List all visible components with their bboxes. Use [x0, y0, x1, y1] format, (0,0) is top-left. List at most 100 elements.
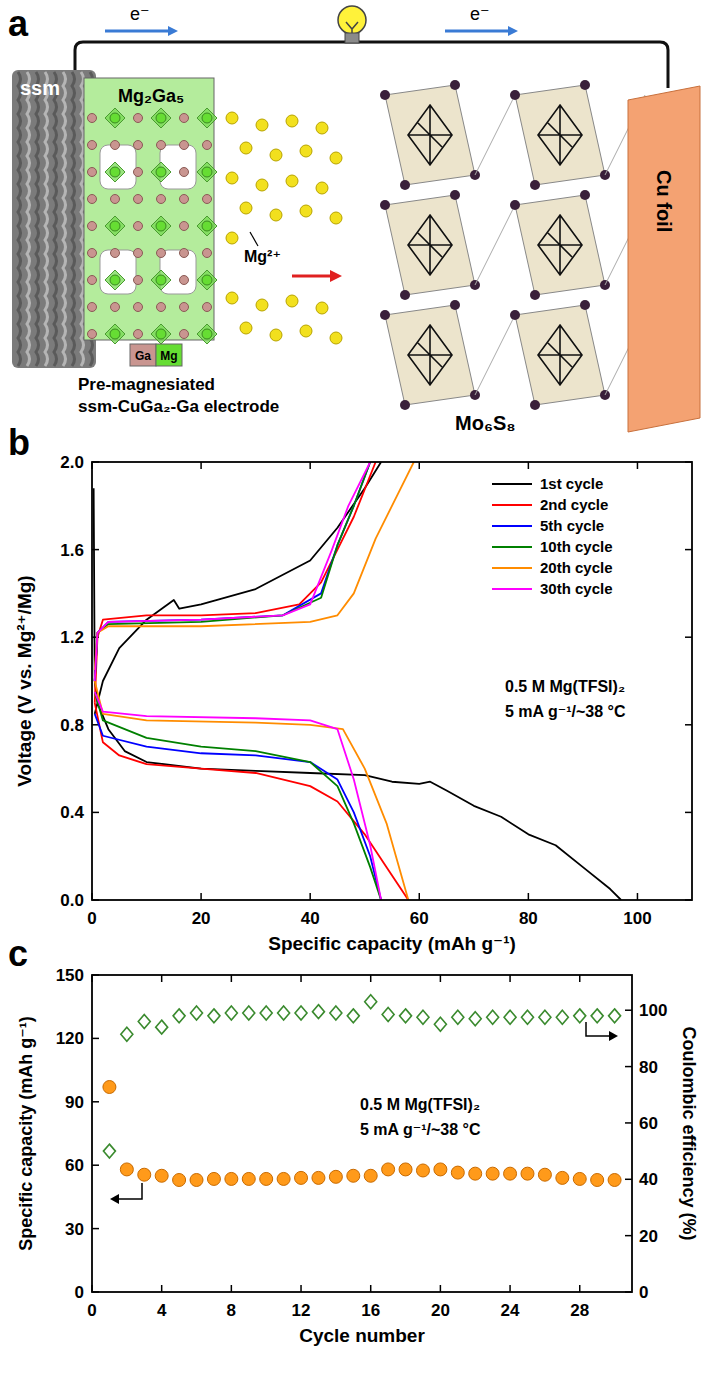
x-tick	[637, 893, 639, 900]
y-tick-label: 0.8	[60, 716, 84, 735]
legend-line	[492, 588, 532, 590]
cluster-link	[475, 315, 515, 395]
point	[452, 1010, 464, 1024]
ion	[240, 202, 252, 214]
crystal-polyhedron	[105, 324, 125, 344]
mesh-body	[12, 70, 96, 368]
y2-tick	[625, 1179, 632, 1181]
x-tick-label: 0	[87, 909, 96, 928]
mesh-strand	[45, 72, 48, 366]
point	[260, 1172, 273, 1185]
ion	[300, 325, 312, 337]
x-tick-top	[309, 462, 311, 469]
axis-indicator	[586, 1022, 612, 1036]
plot-frame	[92, 462, 692, 900]
cluster-link	[475, 205, 515, 285]
y2-tick-label: 40	[639, 1170, 658, 1189]
cluster-link	[475, 95, 515, 175]
y-tick-right	[685, 724, 692, 726]
x-tick	[419, 893, 421, 900]
ga-atom	[134, 222, 143, 231]
s-atom	[450, 190, 460, 200]
ion	[286, 175, 298, 187]
ga-atom	[180, 303, 189, 312]
electron-label: e⁻	[130, 4, 150, 24]
atom-legend-label: Mg	[160, 349, 177, 363]
point	[469, 1167, 482, 1180]
s-atom	[530, 180, 540, 190]
x-tick-label: 4	[157, 1301, 167, 1320]
ion	[270, 149, 282, 161]
point	[120, 1163, 133, 1176]
mesh-strand	[81, 72, 84, 366]
point	[538, 1168, 551, 1181]
ga-atom	[157, 249, 166, 258]
cluster-octahedron	[408, 215, 452, 275]
x-tick-top	[637, 462, 639, 469]
ga-atom	[157, 303, 166, 312]
ga-atom	[111, 249, 120, 258]
point	[312, 1171, 325, 1184]
ion	[286, 115, 298, 127]
y2-tick	[625, 1009, 632, 1011]
x-tick-label: 24	[501, 1301, 520, 1320]
point	[278, 1006, 290, 1020]
s-atom	[580, 190, 590, 200]
point	[242, 1172, 255, 1185]
x-tick-label: 8	[227, 1301, 236, 1320]
point	[277, 1172, 290, 1185]
y2-tick-label: 60	[639, 1114, 658, 1133]
point	[138, 1168, 151, 1181]
curve	[95, 462, 409, 900]
mg-atom	[156, 275, 166, 285]
s-atom	[400, 290, 410, 300]
curve	[95, 462, 414, 900]
panel-c: c048121620242803060901201500204060801000…	[8, 933, 699, 1346]
ga-atom	[180, 141, 189, 150]
x-tick	[300, 1285, 302, 1292]
mg-atom	[202, 221, 212, 231]
ion	[226, 112, 238, 124]
point	[295, 1006, 307, 1020]
axis-indicator	[116, 1183, 142, 1199]
y-tick-right	[685, 636, 692, 638]
point	[225, 1006, 237, 1020]
x-tick	[528, 893, 530, 900]
y-tick-label: 0.0	[60, 891, 84, 910]
cluster-cell	[515, 305, 605, 405]
ga-atom	[180, 168, 189, 177]
ga-atom	[134, 114, 143, 123]
ion-arrow	[292, 275, 332, 278]
y-tick	[92, 1228, 99, 1230]
curve	[95, 462, 381, 900]
ga-atom	[88, 141, 97, 150]
y-tick-right	[685, 549, 692, 551]
x-axis-title: Specific capacity (mAh g⁻¹)	[268, 933, 516, 954]
point	[556, 1010, 568, 1024]
x-tick-top	[200, 462, 202, 469]
atom-legend-swatch	[156, 344, 182, 366]
y-tick-label: 0.4	[60, 803, 84, 822]
y-tick	[92, 1164, 99, 1166]
y-axis-title: Specific capacity (mAh g⁻¹)	[16, 1016, 36, 1251]
x-tick-label: 20	[431, 1301, 450, 1320]
ion	[330, 212, 342, 224]
cluster-octahedron	[538, 105, 582, 165]
crystal-polyhedron	[105, 162, 125, 182]
cluster-cell	[515, 85, 605, 185]
ga-atom	[134, 249, 143, 258]
ga-atom	[88, 303, 97, 312]
x-tick-top	[509, 975, 511, 982]
y-tick	[92, 549, 99, 551]
point	[382, 1007, 394, 1021]
point	[417, 1010, 429, 1024]
s-atom	[580, 80, 590, 90]
ga-atom	[111, 303, 120, 312]
ga-atom	[157, 141, 166, 150]
point	[469, 1012, 481, 1026]
point	[330, 1006, 342, 1020]
x-tick-top	[440, 975, 442, 982]
ga-atom	[134, 303, 143, 312]
y-tick-label: 2.0	[60, 453, 84, 472]
ga-atom	[180, 114, 189, 123]
